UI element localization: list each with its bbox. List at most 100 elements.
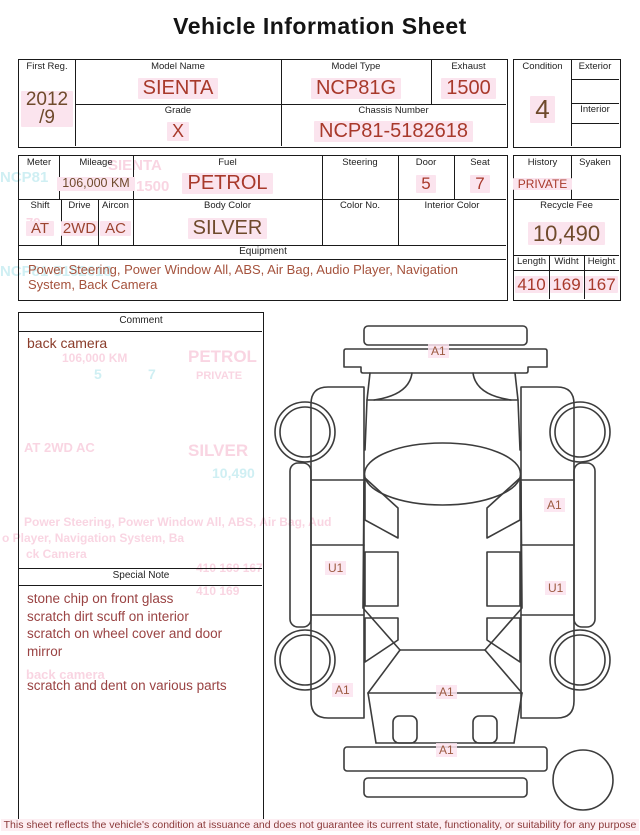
- page-title: Vehicle Information Sheet: [173, 13, 467, 39]
- interior-color-cell: Interior Color: [398, 199, 506, 245]
- first-reg-year: 2012: [25, 89, 69, 111]
- first-reg-label: First Reg.: [26, 61, 68, 72]
- side-panels: [290, 387, 595, 718]
- shift-label: Shift: [30, 200, 50, 211]
- height-header: Height: [587, 256, 616, 267]
- seat-value: 7: [470, 175, 490, 193]
- syaken-label: Syaken: [579, 157, 611, 168]
- equipment-value: Power Steering, Power Window All, ABS, A…: [28, 262, 458, 293]
- history-cell: History PRIVATE: [512, 156, 573, 199]
- chassis-label: Chassis Number: [358, 105, 429, 116]
- color-no-cell: Color No.: [322, 199, 398, 245]
- grade-value: X: [166, 122, 189, 141]
- wheels: [275, 402, 613, 810]
- special-note-line: scratch and dent on various parts: [27, 678, 227, 694]
- width-value: 169: [550, 274, 583, 294]
- vehicle-info-table: First Reg. 2012/9 Model Name SIENTA Mode…: [18, 59, 508, 148]
- comment-label: Comment: [119, 315, 163, 326]
- model-name-value: SIENTA: [137, 77, 219, 99]
- syaken-cell: Syaken: [571, 156, 619, 199]
- body-color-cell: Body Color SILVER: [133, 199, 322, 245]
- recycle-fee-cell: Recycle Fee 10,490: [514, 199, 619, 255]
- shift-cell: Shift AT: [19, 199, 61, 245]
- interior-cell: Interior: [571, 103, 619, 123]
- seat-label: Seat: [470, 157, 490, 168]
- height-value: 167: [585, 274, 618, 294]
- history-value: PRIVATE: [512, 178, 573, 191]
- door-label: Door: [415, 157, 437, 168]
- length-cell: 410: [514, 270, 549, 299]
- special-note-line: stone chip on front glass: [27, 591, 174, 606]
- fuel-value: PETROL: [182, 173, 273, 195]
- height-cell: 167: [584, 270, 619, 299]
- body-color-value: SILVER: [187, 217, 268, 239]
- first-reg-month: /9: [39, 107, 55, 129]
- comment-box: Comment back camera Special Note stone c…: [18, 312, 264, 820]
- exhaust-value: 1500: [441, 77, 496, 99]
- door-cell: Door 5: [398, 156, 454, 199]
- body-color-label: Body Color: [204, 200, 251, 211]
- drive-cell: Drive 2WD: [60, 199, 99, 245]
- disclaimer-footer: This sheet reflects the vehicle's condit…: [0, 819, 640, 831]
- damage-mark-rear-hatch: A1: [436, 685, 457, 700]
- condition-value: 4: [530, 95, 555, 124]
- width-header: Widht: [554, 256, 579, 267]
- damage-mark-front-bumper: A1: [428, 344, 449, 359]
- details-table: Meter Mileage 106,000 KM Fuel PETROL Ste…: [18, 155, 508, 301]
- special-note-lines: stone chip on front glass scratch dirt s…: [27, 590, 257, 695]
- condition-cell: Condition 4: [514, 60, 571, 146]
- meter-cell: Meter: [19, 156, 59, 199]
- steering-cell: Steering: [322, 156, 398, 199]
- recycle-fee-label: Recycle Fee: [540, 200, 593, 211]
- condition-box: Condition 4 Exterior Interior: [513, 59, 621, 148]
- special-note-line: scratch dirt scuff on interior: [27, 608, 189, 624]
- first-reg-cell: First Reg. 2012/9: [19, 60, 75, 146]
- door-value: 5: [416, 175, 436, 193]
- history-label: History: [527, 157, 558, 168]
- drive-value: 2WD: [60, 219, 99, 237]
- mileage-cell: Mileage 106,000 KM: [57, 156, 135, 199]
- interior-label: Interior: [580, 104, 610, 115]
- width-cell: 169: [549, 270, 584, 299]
- damage-mark-right-front-door: A1: [544, 498, 565, 513]
- grade-cell: Grade X: [75, 104, 281, 146]
- equipment-label: Equipment: [239, 246, 287, 257]
- length-header: Length: [516, 256, 547, 267]
- model-type-label: Model Type: [331, 61, 381, 72]
- condition-label: Condition: [522, 61, 563, 72]
- damage-mark-right-rear-door: U1: [545, 581, 567, 596]
- history-fee-box: History PRIVATE Syaken Recycle Fee 10,49…: [512, 155, 621, 301]
- steering-label: Steering: [342, 157, 378, 168]
- exhaust-label: Exhaust: [451, 61, 486, 72]
- chassis-value: NCP81-5182618: [314, 120, 473, 142]
- chassis-cell: Chassis Number NCP81-5182618: [281, 104, 506, 146]
- aircon-value: AC: [100, 220, 131, 237]
- special-note-line: scratch on wheel cover and door mirror: [27, 626, 223, 659]
- grade-label: Grade: [164, 105, 192, 116]
- model-name-cell: Model Name SIENTA: [75, 60, 281, 104]
- damage-mark-left-rear-door: U1: [325, 561, 347, 576]
- exhaust-cell: Exhaust 1500: [431, 60, 506, 104]
- fuel-label: Fuel: [218, 157, 237, 168]
- exterior-cell: Exterior: [571, 60, 619, 79]
- spare-tire: [553, 750, 613, 810]
- fuel-cell: Fuel PETROL: [133, 156, 322, 199]
- model-name-label: Model Name: [151, 61, 205, 72]
- special-note-label: Special Note: [112, 570, 170, 581]
- shift-value: AT: [25, 220, 55, 237]
- mileage-value: 106,000 KM: [57, 177, 135, 191]
- color-no-label: Color No.: [339, 200, 381, 211]
- model-type-cell: Model Type NCP81G: [281, 60, 431, 104]
- seat-cell: Seat 7: [454, 156, 506, 199]
- aircon-label: Aircon: [102, 200, 129, 211]
- drive-label: Drive: [68, 200, 91, 211]
- length-value: 410: [515, 274, 548, 294]
- aircon-cell: Aircon AC: [98, 199, 133, 245]
- disclaimer-text: This sheet reflects the vehicle's condit…: [0, 819, 640, 831]
- mileage-label: Mileage: [79, 157, 113, 168]
- recycle-fee-value: 10,490: [527, 222, 606, 245]
- damage-mark-left-quarter: A1: [332, 683, 353, 698]
- exterior-label: Exterior: [578, 61, 612, 72]
- comment-text: back camera: [27, 335, 108, 351]
